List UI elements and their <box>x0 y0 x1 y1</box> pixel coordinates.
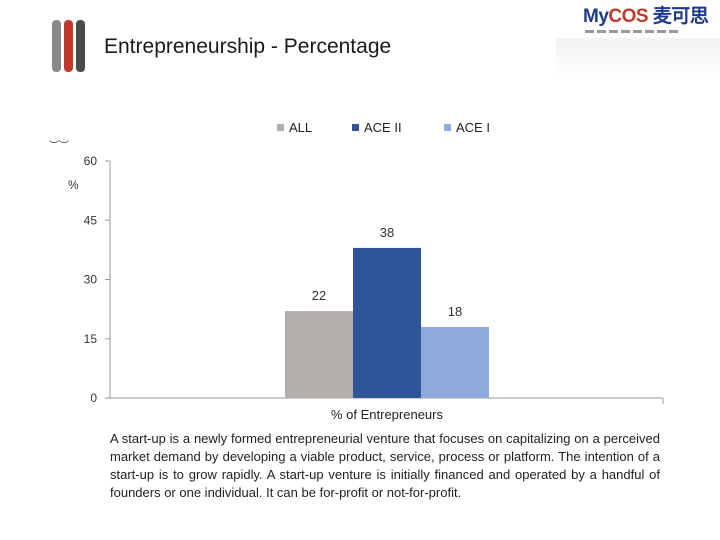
data-label: 18 <box>448 304 462 319</box>
logo-shade <box>556 38 720 78</box>
mycos-logo-icon: MyCOS 麦可思 <box>583 6 715 42</box>
y-tick-label: 15 <box>84 332 98 346</box>
legend-swatch-ace-i <box>444 124 451 131</box>
bar-all <box>285 311 353 398</box>
y-tick-label: 60 <box>84 154 98 168</box>
y-tick-label: 0 <box>90 391 97 405</box>
deco-bar-gray <box>52 20 61 72</box>
data-label: 38 <box>380 225 394 240</box>
definition-paragraph: A start-up is a newly formed entrepreneu… <box>110 431 660 500</box>
y-tick-label: 45 <box>84 213 98 227</box>
logo-prefix: My <box>583 6 609 27</box>
deco-bar-dark <box>76 20 85 72</box>
legend-item-all: ALL <box>277 120 312 135</box>
logo-wordmark: MyCOS 麦可思 <box>583 6 715 28</box>
x-axis-label: % of Entrepreneurs <box>331 407 444 422</box>
y-axis-label: % <box>68 178 79 192</box>
legend-swatch-all <box>277 124 284 131</box>
chart-labels: 22 38 18 % of Entrepreneurs <box>312 225 462 422</box>
logo-subtext-marks <box>585 30 678 33</box>
page-title: Entrepreneurship - Percentage <box>104 35 392 58</box>
y-tick-label: 30 <box>84 273 98 287</box>
deco-bar-red <box>64 20 73 72</box>
bar-ace-ii <box>353 247 421 398</box>
legend-item-ace-i: ACE I <box>444 120 490 135</box>
logo-suffix: COS <box>608 6 649 27</box>
data-label: 22 <box>312 288 326 303</box>
legend-label-all: ALL <box>289 120 313 135</box>
logo-cn: 麦可思 <box>652 6 709 27</box>
legend-label-ace-i: ACE I <box>456 120 490 135</box>
legend-label-ace-ii: ACE II <box>364 120 402 135</box>
bar-ace-i <box>421 326 489 398</box>
legend-swatch-ace-ii <box>352 124 359 131</box>
y-axis-label-paren: ︶︶ <box>49 141 69 152</box>
chart-bars <box>285 247 489 398</box>
legend-item-ace-ii: ACE II <box>352 120 402 135</box>
decorative-bars-icon <box>50 20 90 72</box>
